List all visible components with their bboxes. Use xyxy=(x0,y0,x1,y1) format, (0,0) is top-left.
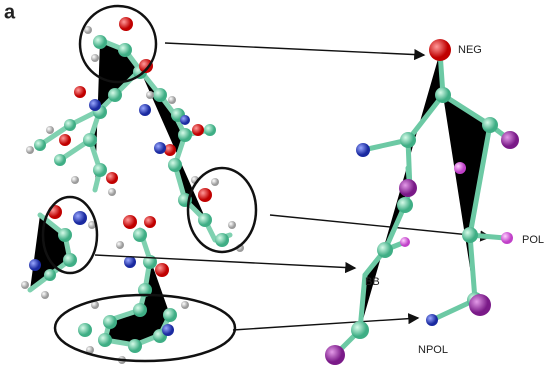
coarse-grained-model xyxy=(325,39,519,365)
label-npol: NPOL xyxy=(418,344,448,356)
label-pol: POL xyxy=(522,234,544,246)
label-neg: NEG xyxy=(458,44,482,56)
panel-label: a xyxy=(4,1,16,23)
atomistic-model xyxy=(21,17,244,364)
label-bb: BB xyxy=(365,276,380,288)
page: a xyxy=(0,0,548,370)
figure: a xyxy=(0,0,548,370)
